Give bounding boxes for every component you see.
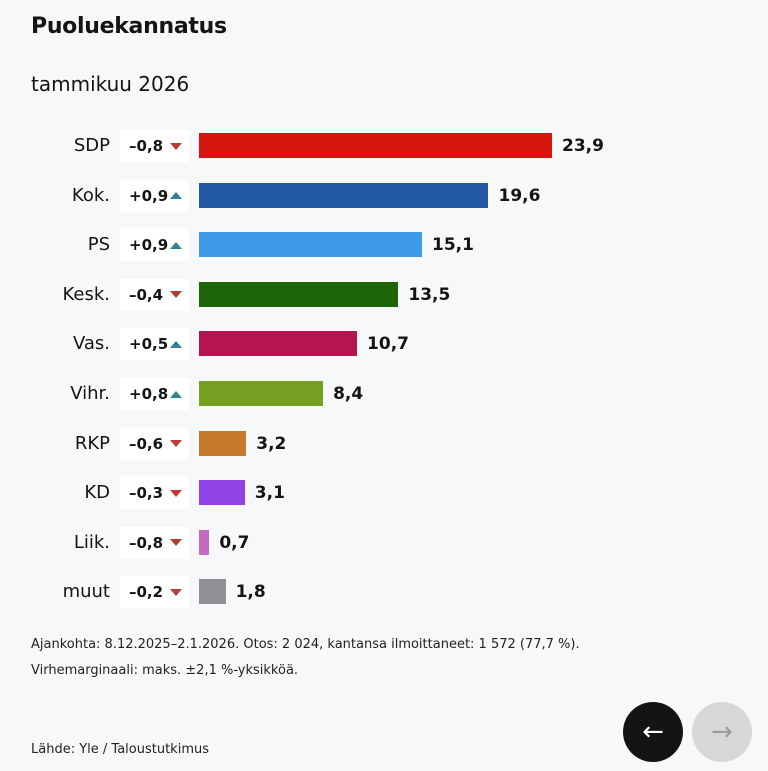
change-badge: –0,6 xyxy=(120,427,189,460)
triangle-up-icon xyxy=(170,241,182,249)
value-label: 3,1 xyxy=(254,483,285,504)
change-value: +0,9 xyxy=(129,236,169,255)
triangle-up-icon xyxy=(170,340,182,348)
bar-row: muut –0,2 1,8 xyxy=(0,574,768,610)
bar-row: KD –0,3 3,1 xyxy=(0,475,768,511)
party-label: Vas. xyxy=(72,333,110,355)
bar xyxy=(199,579,226,605)
party-label: muut xyxy=(62,581,110,603)
party-label: SDP xyxy=(73,135,110,156)
party-label: RKP xyxy=(74,432,110,454)
triangle-down-icon xyxy=(170,440,182,448)
bar-row: Liik. –0,8 0,7 xyxy=(0,525,768,561)
arrow-right-icon: → xyxy=(711,717,733,747)
value-label: 0,7 xyxy=(219,532,250,553)
bar xyxy=(199,182,489,208)
survey-info: Ajankohta: 8.12.2025–2.1.2026. Otos: 2 0… xyxy=(31,637,580,652)
party-label: KD xyxy=(84,482,110,504)
change-value: –0,8 xyxy=(129,533,164,552)
change-badge: –0,4 xyxy=(120,278,189,311)
change-badge: +0,8 xyxy=(120,378,189,410)
bar xyxy=(199,331,358,357)
triangle-down-icon xyxy=(170,291,182,299)
arrow-left-icon: ← xyxy=(642,717,664,747)
bar-row: PS +0,9 15,1 xyxy=(0,227,768,263)
party-label: Kok. xyxy=(71,184,110,206)
triangle-down-icon xyxy=(170,142,182,150)
value-label: 19,6 xyxy=(498,185,541,206)
value-label: 15,1 xyxy=(432,235,474,256)
chart-title: Puoluekannatus xyxy=(31,14,227,39)
triangle-down-icon xyxy=(170,588,182,596)
value-label: 10,7 xyxy=(367,334,409,355)
source: Lähde: Yle / Taloustutkimus xyxy=(31,742,209,757)
next-button[interactable]: → xyxy=(692,702,752,762)
value-label: 1,8 xyxy=(235,582,266,603)
bar-row: RKP –0,6 3,2 xyxy=(0,426,768,462)
change-badge: –0,2 xyxy=(120,576,189,609)
bar-row: Kesk. –0,4 13,5 xyxy=(0,277,768,313)
bar xyxy=(199,381,324,406)
party-label: PS xyxy=(87,234,110,256)
change-value: –0,2 xyxy=(129,583,164,602)
bar xyxy=(199,281,399,307)
change-value: –0,6 xyxy=(129,434,164,453)
party-label: Kesk. xyxy=(62,283,110,305)
bar xyxy=(199,430,247,456)
value-label: 8,4 xyxy=(333,384,364,404)
change-badge: +0,5 xyxy=(120,328,189,361)
chart-subtitle: tammikuu 2026 xyxy=(31,72,190,96)
bar xyxy=(199,232,423,258)
change-badge: +0,9 xyxy=(120,179,189,212)
bar xyxy=(199,529,210,555)
triangle-up-icon xyxy=(170,390,182,398)
party-label: Vihr. xyxy=(70,383,110,404)
change-value: –0,8 xyxy=(129,137,164,155)
change-badge: –0,3 xyxy=(120,477,189,510)
change-value: –0,3 xyxy=(129,484,164,503)
value-label: 13,5 xyxy=(408,284,451,305)
change-value: +0,5 xyxy=(129,335,169,354)
change-value: +0,9 xyxy=(129,186,169,205)
previous-button[interactable]: ← xyxy=(623,702,683,762)
value-label: 3,2 xyxy=(256,433,287,454)
bar xyxy=(199,480,245,506)
value-label: 23,9 xyxy=(562,136,604,156)
triangle-down-icon xyxy=(170,539,182,547)
error-margin: Virhemarginaali: maks. ±2,1 %-yksikköä. xyxy=(31,663,299,678)
change-value: –0,4 xyxy=(129,285,164,304)
bar-row: Vihr. +0,8 8,4 xyxy=(0,376,768,412)
bar-row: Kok. +0,9 19,6 xyxy=(0,178,768,214)
bar-row: Vas. +0,5 10,7 xyxy=(0,326,768,362)
bar-row: SDP –0,8 23,9 xyxy=(0,128,768,164)
triangle-up-icon xyxy=(170,192,182,200)
change-badge: –0,8 xyxy=(120,526,189,559)
triangle-down-icon xyxy=(170,489,182,497)
change-badge: +0,9 xyxy=(120,229,189,262)
change-badge: –0,8 xyxy=(120,130,189,162)
change-value: +0,8 xyxy=(129,385,169,403)
bar xyxy=(199,133,552,158)
party-label: Liik. xyxy=(73,531,110,553)
